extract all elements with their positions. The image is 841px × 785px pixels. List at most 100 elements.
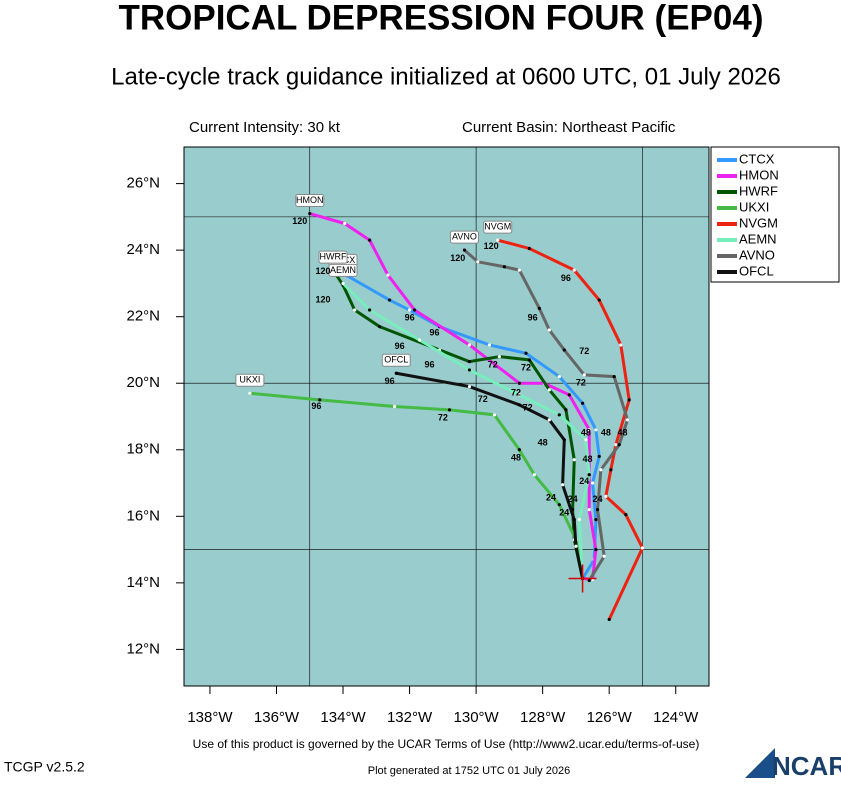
tau-label: 48: [601, 428, 611, 438]
track-point: [497, 355, 501, 359]
tau-label: 120: [292, 216, 307, 226]
track-point: [527, 358, 531, 362]
tau-label: 96: [425, 359, 435, 369]
legend-label: AVNO: [739, 247, 775, 262]
tau-label: 96: [385, 376, 395, 386]
x-tick-label: 126°W: [587, 709, 633, 726]
track-point: [407, 308, 412, 312]
track-point: [467, 343, 472, 347]
plot: CTCXHMONHWRFUKXINVGMAEMNAVNOOFCL12012012…: [184, 147, 709, 686]
logo: NCAR: [745, 748, 841, 781]
track-point: [562, 438, 566, 442]
tau-label: 24: [568, 494, 578, 504]
tau-label: 72: [521, 363, 531, 373]
track-point: [343, 221, 347, 226]
tau-label: 72: [511, 388, 521, 398]
track: [342, 272, 601, 580]
track-point: [502, 265, 506, 269]
track: [331, 269, 585, 579]
track-tag-box: [483, 220, 513, 234]
track-point: [318, 398, 322, 402]
tau-label: 48: [583, 454, 593, 464]
track-tag: AVNO: [452, 232, 477, 242]
tau-label: 96: [405, 313, 415, 323]
track-point: [462, 248, 467, 252]
track-point: [547, 388, 551, 392]
legend-label: AEMN: [739, 231, 777, 246]
track-point: [467, 368, 472, 372]
track-point: [547, 328, 551, 332]
track: [249, 391, 585, 579]
track-point: [587, 473, 591, 477]
track-point: [308, 211, 312, 216]
track-point: [597, 298, 601, 302]
y-tick-label: 22°N: [126, 308, 160, 325]
logo-mark: [745, 748, 775, 778]
track-point: [607, 617, 611, 622]
current-position: [568, 564, 597, 593]
track-point: [517, 381, 521, 385]
tau-label: 96: [430, 328, 440, 338]
legend-box: [710, 146, 840, 283]
track-point: [517, 403, 521, 407]
track-point: [572, 518, 576, 522]
track-point: [587, 508, 591, 512]
track-point: [532, 473, 536, 477]
track-point: [584, 438, 588, 442]
y-tick-label: 24°N: [126, 241, 160, 258]
logo-text: NCAR: [772, 751, 841, 780]
track-point: [574, 544, 578, 548]
tau-label: 24: [579, 476, 589, 486]
track-point: [417, 338, 422, 342]
track-point: [624, 513, 628, 517]
track-point: [612, 374, 616, 379]
terms: Use of this product is governed by the U…: [193, 737, 700, 751]
track-point: [341, 281, 345, 286]
x-tick-label: 134°W: [320, 709, 366, 726]
track-point: [388, 298, 392, 302]
track-point: [564, 408, 568, 412]
tau-label: 72: [438, 413, 448, 423]
track-point: [517, 393, 521, 397]
track-point: [517, 448, 521, 452]
tau-label: 72: [576, 378, 586, 388]
track: [497, 238, 645, 621]
track-point: [599, 468, 603, 472]
track-tag-box: [449, 230, 479, 244]
y-tick-label: 26°N: [126, 175, 160, 192]
y-tick-label: 12°N: [126, 640, 160, 657]
tau-label: 96: [561, 273, 571, 283]
generated: Plot generated at 1752 UTC 01 July 2026: [368, 765, 570, 777]
track-point: [248, 391, 252, 395]
track-point: [587, 428, 591, 432]
track-tag: NVGM: [484, 222, 511, 232]
tau-label: 96: [395, 341, 405, 351]
track-point: [378, 325, 382, 329]
legend-label: NVGM: [739, 215, 778, 230]
track-tag: OFCL: [384, 355, 408, 365]
tau-label: 72: [579, 346, 589, 356]
track-point: [594, 518, 598, 522]
track-point: [557, 503, 561, 507]
track-point: [476, 260, 480, 264]
x-tick-label: 132°W: [387, 709, 433, 726]
tau-label: 120: [450, 253, 465, 263]
track-tag-box: [235, 373, 265, 387]
tau-label: 96: [311, 401, 321, 411]
tau-label: 48: [511, 452, 521, 462]
track-point: [496, 238, 500, 242]
legend-label: OFCL: [739, 263, 774, 278]
tau-label: 120: [316, 294, 331, 304]
track-point: [602, 554, 606, 558]
track-point: [580, 401, 585, 405]
tau-label: 120: [484, 241, 499, 251]
tau-label: 96: [528, 313, 538, 323]
track-point: [368, 238, 372, 242]
track-point: [537, 306, 541, 310]
track-point: [577, 518, 581, 522]
tau-label: 24: [593, 494, 603, 504]
y-tick-label: 16°N: [126, 507, 160, 524]
x-tick-label: 124°W: [653, 709, 699, 726]
track-point: [614, 443, 618, 447]
track-point: [561, 483, 565, 487]
